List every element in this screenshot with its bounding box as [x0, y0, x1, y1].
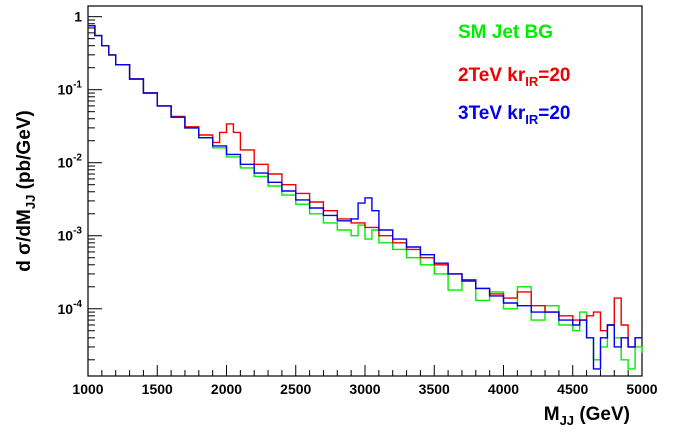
y-tick-label: 1: [74, 9, 82, 25]
x-tick-label: 4000: [488, 381, 519, 397]
x-ticks: 1000 1500 2000 2500 3000 3500 4000 4500 5000: [72, 365, 658, 397]
y-tick-label: 10-1: [58, 80, 83, 98]
x-tick-label: 2000: [211, 381, 242, 397]
x-tick-label: 2500: [280, 381, 311, 397]
legend-entry-3: 3TeV krIR=20: [458, 103, 570, 127]
series-layer: [88, 25, 643, 370]
x-tick-label: 5000: [626, 381, 657, 397]
x-tick-label: 1000: [72, 381, 103, 397]
y-axis-label: d σ/dMJJ (pb/GeV): [14, 110, 38, 272]
series-line-3: [88, 25, 642, 370]
y-tick-label: 10-3: [58, 226, 83, 244]
legend-entry-2: 2TeV krIR=20: [458, 65, 570, 89]
x-tick-label: 1500: [142, 381, 173, 397]
x-axis-label: MJJ (GeV): [544, 404, 630, 428]
y-tick-label: 10-4: [58, 299, 83, 317]
x-tick-label: 3000: [349, 381, 380, 397]
x-tick-label: 4500: [557, 381, 588, 397]
x-tick-label: 3500: [419, 381, 450, 397]
legend: SM Jet BG 2TeV krIR=20 3TeV krIR=20: [458, 22, 570, 127]
y-tick-label: 10-2: [58, 153, 83, 171]
y-ticks: 1 10-1 10-2 10-3 10-4: [58, 9, 102, 361]
legend-entry-1: SM Jet BG: [458, 22, 553, 43]
